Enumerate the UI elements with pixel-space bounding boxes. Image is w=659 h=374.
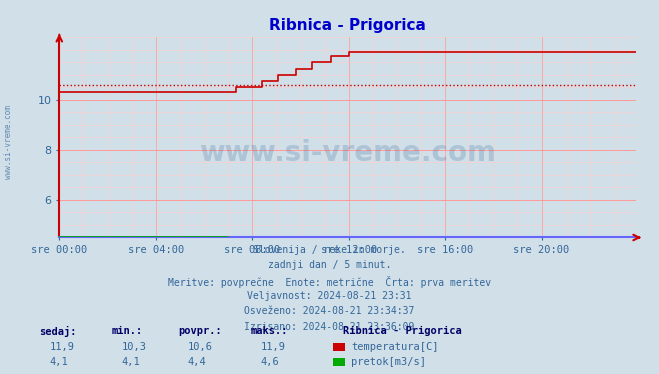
- Text: 11,9: 11,9: [260, 342, 285, 352]
- Title: Ribnica - Prigorica: Ribnica - Prigorica: [269, 18, 426, 33]
- Text: pretok[m3/s]: pretok[m3/s]: [351, 357, 426, 367]
- Text: min.:: min.:: [112, 326, 143, 336]
- Text: Ribnica - Prigorica: Ribnica - Prigorica: [343, 326, 461, 336]
- Text: Meritve: povprečne  Enote: metrične  Črta: prva meritev: Meritve: povprečne Enote: metrične Črta:…: [168, 276, 491, 288]
- Text: maks.:: maks.:: [250, 326, 288, 336]
- Text: Veljavnost: 2024-08-21 23:31: Veljavnost: 2024-08-21 23:31: [247, 291, 412, 301]
- Text: 10,3: 10,3: [122, 342, 147, 352]
- Text: 4,6: 4,6: [260, 357, 279, 367]
- Text: 4,4: 4,4: [188, 357, 206, 367]
- Text: 4,1: 4,1: [49, 357, 68, 367]
- Text: 4,1: 4,1: [122, 357, 140, 367]
- Text: zadnji dan / 5 minut.: zadnji dan / 5 minut.: [268, 260, 391, 270]
- Text: www.si-vreme.com: www.si-vreme.com: [4, 105, 13, 179]
- Text: 11,9: 11,9: [49, 342, 74, 352]
- Text: Izrisano: 2024-08-21 23:36:09: Izrisano: 2024-08-21 23:36:09: [244, 322, 415, 332]
- Text: sedaj:: sedaj:: [40, 325, 77, 337]
- Text: temperatura[C]: temperatura[C]: [351, 342, 439, 352]
- Text: 10,6: 10,6: [188, 342, 213, 352]
- Text: www.si-vreme.com: www.si-vreme.com: [199, 140, 496, 168]
- Text: Osveženo: 2024-08-21 23:34:37: Osveženo: 2024-08-21 23:34:37: [244, 306, 415, 316]
- Text: Slovenija / reke in morje.: Slovenija / reke in morje.: [253, 245, 406, 255]
- Text: povpr.:: povpr.:: [178, 326, 221, 336]
